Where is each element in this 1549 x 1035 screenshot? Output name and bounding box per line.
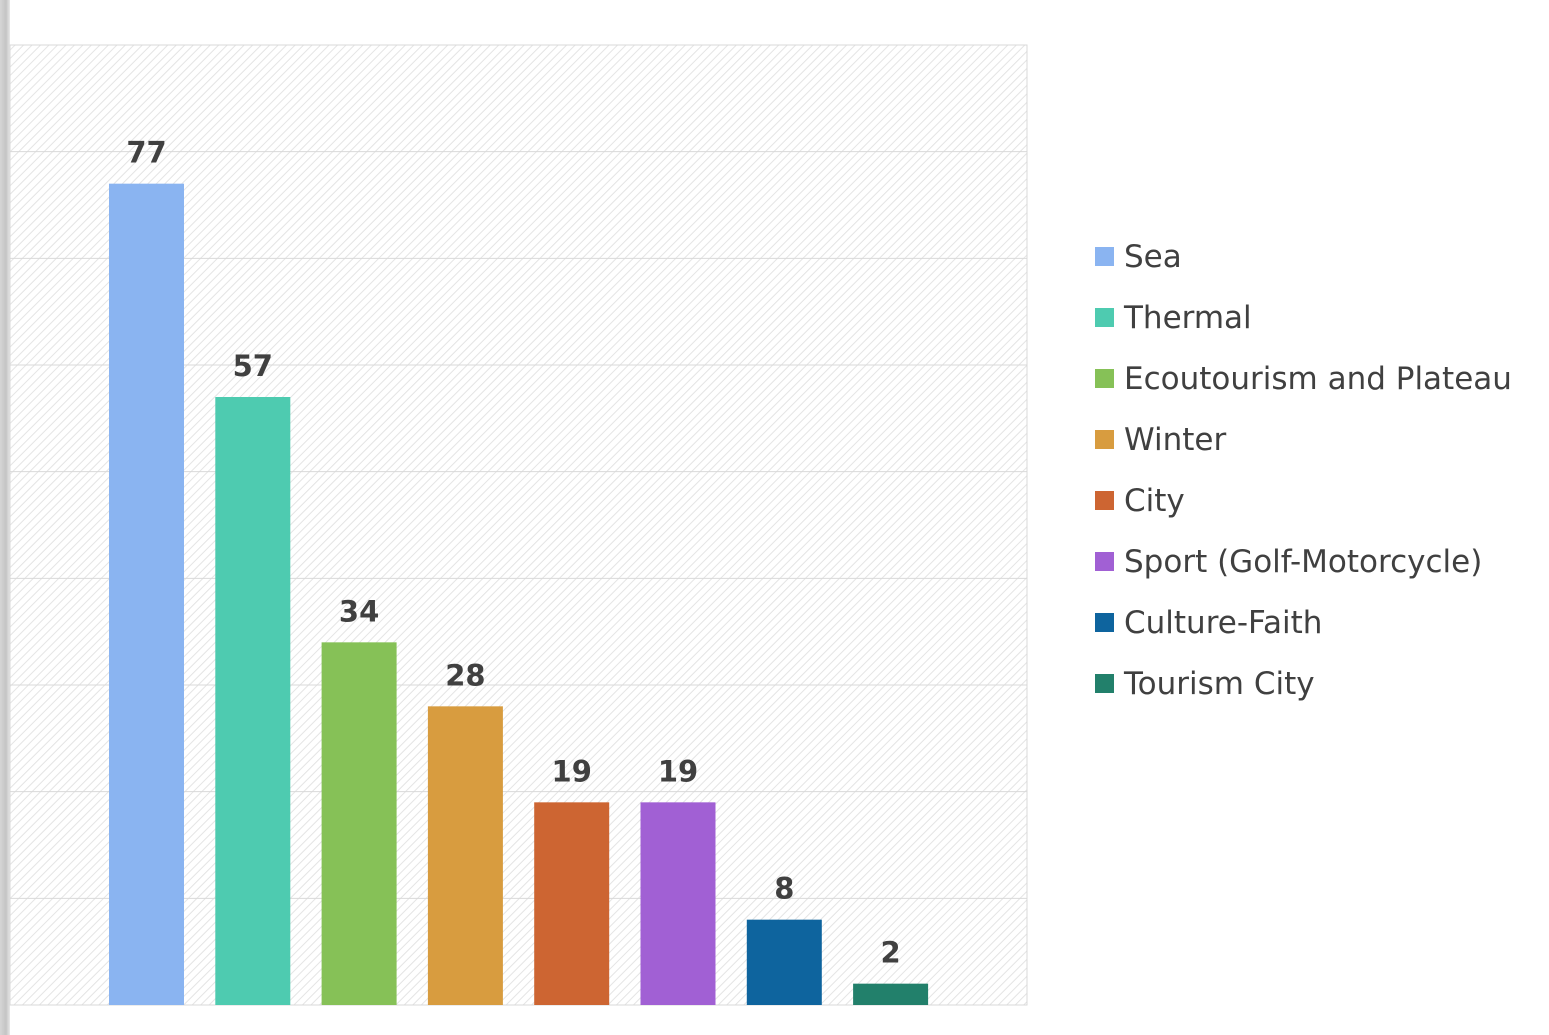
legend-item: Sport (Golf-Motorcycle) [1095, 531, 1535, 592]
legend-swatch [1095, 308, 1114, 327]
legend-item: Culture-Faith [1095, 592, 1535, 653]
legend-label: Winter [1124, 421, 1227, 458]
bar-culture-faith [746, 919, 822, 1005]
legend-swatch [1095, 247, 1114, 266]
legend-label: Culture-Faith [1124, 604, 1323, 641]
legend: Sea Thermal Ecoutourism and Plateau Winter C… [1095, 226, 1535, 714]
legend-label: Sea [1124, 238, 1182, 275]
legend-item: Sea [1095, 226, 1535, 287]
data-labels: 77 57 34 28 19 19 8 2 [126, 136, 900, 970]
legend-swatch [1095, 674, 1114, 693]
legend-label: Sport (Golf-Motorcycle) [1124, 543, 1483, 580]
data-label: 34 [339, 594, 379, 628]
bar-thermal [215, 397, 291, 1005]
legend-swatch [1095, 613, 1114, 632]
bar-tourism-city [853, 983, 929, 1005]
data-label: 8 [774, 872, 794, 906]
bar-sea [109, 183, 184, 1005]
legend-item: City [1095, 470, 1535, 531]
data-label: 57 [233, 349, 273, 383]
legend-item: Thermal [1095, 287, 1535, 348]
slide-left-edge [0, 0, 10, 1035]
bar-sport-golf-motorcycle [640, 802, 716, 1005]
legend-swatch [1095, 552, 1114, 571]
legend-label: Thermal [1124, 299, 1252, 336]
legend-item: Winter [1095, 409, 1535, 470]
bars [109, 183, 929, 1005]
legend-swatch [1095, 430, 1114, 449]
data-label: 19 [658, 754, 698, 788]
data-label: 19 [552, 754, 592, 788]
data-label: 2 [881, 936, 901, 970]
legend-swatch [1095, 491, 1114, 510]
data-label: 28 [445, 658, 485, 692]
data-label: 77 [126, 136, 166, 170]
legend-label: Ecoutourism and Plateau [1124, 360, 1512, 397]
legend-swatch [1095, 369, 1114, 388]
bar-winter [427, 706, 503, 1005]
bar-city [534, 802, 610, 1005]
legend-item: Tourism City [1095, 653, 1535, 714]
legend-label: Tourism City [1124, 665, 1315, 702]
legend-label: City [1124, 482, 1185, 519]
legend-item: Ecoutourism and Plateau [1095, 348, 1535, 409]
bar-ecoutourism-and-plateau [321, 642, 397, 1005]
